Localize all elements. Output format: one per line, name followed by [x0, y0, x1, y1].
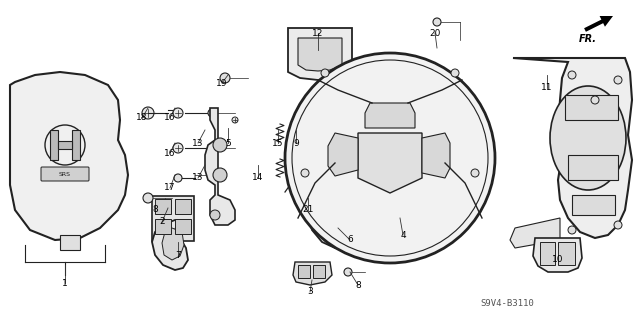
- Circle shape: [344, 268, 352, 276]
- Text: 9: 9: [293, 138, 299, 147]
- Text: 3: 3: [307, 287, 313, 296]
- Polygon shape: [510, 218, 560, 248]
- Text: SRS: SRS: [59, 172, 71, 176]
- Circle shape: [208, 144, 216, 152]
- Text: 13: 13: [192, 174, 204, 182]
- Polygon shape: [513, 58, 632, 238]
- Polygon shape: [540, 242, 555, 265]
- Polygon shape: [155, 199, 171, 214]
- Circle shape: [568, 71, 576, 79]
- Circle shape: [142, 107, 154, 119]
- Circle shape: [471, 169, 479, 177]
- Text: 10: 10: [552, 256, 564, 264]
- Text: 13: 13: [192, 138, 204, 147]
- Polygon shape: [568, 155, 618, 180]
- Polygon shape: [58, 141, 72, 149]
- Text: 5: 5: [225, 138, 231, 147]
- Polygon shape: [565, 95, 618, 120]
- Text: 20: 20: [429, 28, 441, 38]
- Polygon shape: [572, 195, 615, 215]
- Circle shape: [173, 143, 183, 153]
- Text: S9V4-B3110: S9V4-B3110: [480, 299, 534, 308]
- Circle shape: [451, 69, 459, 77]
- Circle shape: [568, 226, 576, 234]
- Circle shape: [143, 193, 153, 203]
- Text: 4: 4: [400, 231, 406, 240]
- Text: 16: 16: [164, 114, 176, 122]
- Circle shape: [614, 221, 622, 229]
- Polygon shape: [60, 235, 80, 250]
- FancyBboxPatch shape: [41, 167, 89, 181]
- Circle shape: [304, 189, 312, 197]
- Text: 17: 17: [164, 183, 176, 192]
- Polygon shape: [293, 262, 332, 285]
- Polygon shape: [558, 242, 575, 265]
- Text: 7: 7: [175, 250, 181, 259]
- Text: 21: 21: [302, 205, 314, 214]
- Text: 16: 16: [164, 149, 176, 158]
- Polygon shape: [72, 130, 80, 160]
- Text: 14: 14: [252, 174, 264, 182]
- Polygon shape: [10, 72, 128, 240]
- Polygon shape: [205, 108, 235, 225]
- Polygon shape: [155, 219, 171, 234]
- Circle shape: [321, 69, 329, 77]
- Polygon shape: [50, 130, 58, 160]
- Circle shape: [173, 108, 183, 118]
- Circle shape: [433, 18, 441, 26]
- Text: 12: 12: [312, 28, 324, 38]
- Ellipse shape: [550, 86, 626, 190]
- Circle shape: [301, 169, 309, 177]
- Circle shape: [213, 138, 227, 152]
- Polygon shape: [313, 265, 325, 278]
- Text: 1: 1: [62, 278, 68, 287]
- Circle shape: [232, 117, 238, 123]
- Polygon shape: [328, 133, 358, 176]
- Polygon shape: [315, 198, 342, 242]
- Text: FR.: FR.: [579, 34, 597, 44]
- Circle shape: [210, 210, 220, 220]
- Polygon shape: [358, 133, 422, 193]
- Circle shape: [591, 96, 599, 104]
- Polygon shape: [533, 238, 582, 272]
- Circle shape: [213, 168, 227, 182]
- Circle shape: [174, 174, 182, 182]
- Text: 2: 2: [159, 218, 165, 226]
- Polygon shape: [298, 38, 342, 71]
- Text: 11: 11: [541, 84, 553, 93]
- Circle shape: [208, 109, 216, 117]
- FancyArrow shape: [584, 16, 613, 32]
- Polygon shape: [152, 196, 194, 241]
- Circle shape: [220, 73, 230, 83]
- Text: 8: 8: [355, 280, 361, 290]
- Circle shape: [294, 126, 302, 134]
- Text: 8: 8: [152, 205, 158, 214]
- Polygon shape: [162, 228, 184, 260]
- Text: 6: 6: [347, 235, 353, 244]
- Polygon shape: [288, 28, 352, 80]
- Polygon shape: [422, 133, 450, 178]
- Polygon shape: [298, 265, 310, 278]
- Text: 19: 19: [216, 78, 228, 87]
- Polygon shape: [175, 199, 191, 214]
- Text: 18: 18: [136, 114, 148, 122]
- Polygon shape: [308, 190, 350, 248]
- Circle shape: [285, 53, 495, 263]
- Text: 15: 15: [272, 138, 284, 147]
- Polygon shape: [175, 219, 191, 234]
- Polygon shape: [152, 220, 188, 270]
- Circle shape: [614, 76, 622, 84]
- Polygon shape: [365, 103, 415, 128]
